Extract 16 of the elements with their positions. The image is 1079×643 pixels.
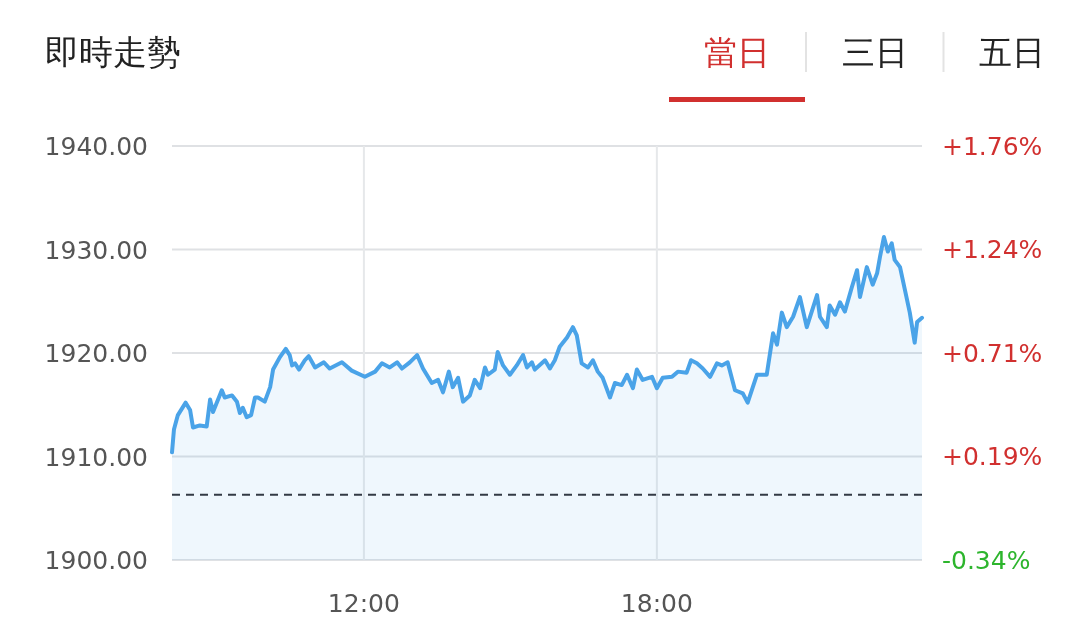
y-tick-label: 1910.00 <box>44 442 148 472</box>
text: 五日 <box>979 33 1045 72</box>
y2-tick-label: +0.71% <box>942 339 1043 368</box>
x-tick-label: 18:00 <box>620 589 693 618</box>
y-tick-label: 1920.00 <box>44 339 148 368</box>
y-tick-label: 1940.00 <box>44 132 148 161</box>
text: 三日 <box>842 33 908 72</box>
x-tick-label: 12:00 <box>327 589 400 618</box>
y2-tick-label: +1.24% <box>942 234 1043 264</box>
y-tick-label: 1930.00 <box>44 235 148 265</box>
y2-tick-label: +1.76% <box>942 132 1043 161</box>
chart-title: 即時走勢 <box>45 32 181 72</box>
y2-tick-label: -0.34% <box>942 546 1031 575</box>
text: 當日 <box>704 33 770 72</box>
y2-tick-label: +0.19% <box>942 441 1043 471</box>
y-tick-label: 1900.00 <box>44 546 148 575</box>
